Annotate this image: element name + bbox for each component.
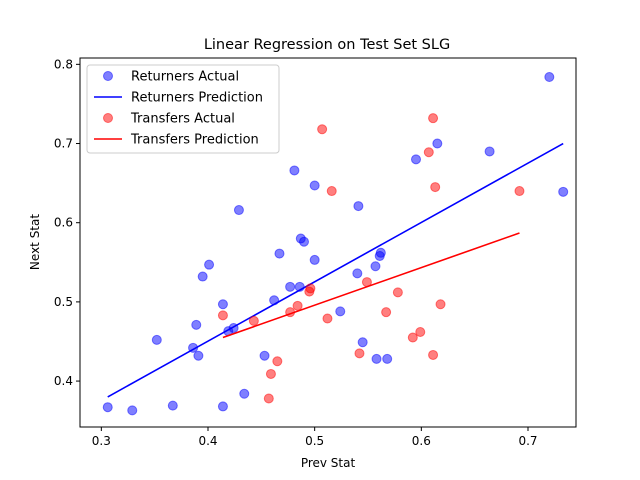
legend-label-transfers-actual: Transfers Actual	[130, 112, 235, 127]
returners-actual-point	[382, 353, 393, 364]
returners-actual-point	[274, 248, 285, 259]
returners-actual-point	[259, 350, 270, 361]
y-tick-label: 0.8	[54, 57, 73, 71]
legend-label-transfers-prediction: Transfers Prediction	[130, 133, 259, 148]
legend-label-returners-actual: Returners Actual	[131, 70, 239, 85]
returners-actual-point	[544, 72, 555, 83]
y-tick-label: 0.7	[54, 137, 73, 151]
transfers-actual-point	[430, 182, 441, 193]
transfers-actual-point	[354, 348, 365, 359]
transfers-actual-point	[317, 124, 328, 135]
transfers-actual-point	[322, 313, 333, 324]
transfers-prediction-line	[222, 232, 520, 339]
returners-actual-point	[167, 400, 178, 411]
returners-actual-point	[309, 180, 320, 191]
returners-actual-point	[217, 401, 228, 412]
transfers-actual-point	[248, 315, 259, 326]
transfers-actual-point	[381, 307, 392, 318]
returners-actual-point	[239, 388, 250, 399]
legend-marker-returners-actual	[103, 71, 113, 81]
returners-actual-point	[484, 146, 495, 157]
x-tick-label: 0.5	[305, 434, 324, 448]
transfers-actual-point	[415, 326, 426, 337]
returners-actual-point	[285, 281, 296, 292]
legend-label-returners-prediction: Returners Prediction	[131, 91, 263, 106]
transfers-actual-point	[407, 332, 418, 343]
transfers-actual-point	[392, 287, 403, 298]
transfers-actual-point	[263, 393, 274, 404]
returners-actual-point	[411, 154, 421, 165]
x-axis-label: Prev Stat	[301, 456, 356, 470]
returners-actual-point	[197, 271, 208, 282]
returners-actual-point	[353, 201, 364, 212]
x-tick-label: 0.4	[198, 434, 217, 448]
chart-title: Linear Regression on Test Set SLG	[204, 37, 450, 53]
y-axis-label: Next Stat	[28, 214, 42, 270]
returners-actual-point	[193, 350, 204, 361]
returners-actual-point	[432, 138, 443, 149]
transfers-actual-point	[326, 186, 337, 197]
returners-actual-point	[191, 319, 202, 330]
plot-frame	[79, 57, 577, 428]
transfers-actual-point	[514, 186, 525, 197]
legend: Returners Actual Returners Prediction Tran…	[86, 64, 280, 154]
x-tick-label: 0.6	[412, 434, 431, 448]
returners-actual-point	[233, 205, 244, 216]
returners-actual-point	[558, 186, 569, 197]
y-tick-label: 0.6	[54, 216, 73, 230]
transfers-actual-point	[435, 299, 446, 310]
returners-actual-point	[352, 268, 363, 279]
returners-actual-point	[127, 405, 138, 416]
x-tick-label: 0.7	[518, 434, 537, 448]
transfers-actual-point	[292, 300, 303, 311]
plot-area	[102, 72, 569, 416]
returners-actual-point	[357, 337, 368, 348]
returners-actual-point	[102, 402, 113, 413]
returners-actual-point	[371, 353, 382, 364]
returners-actual-point	[289, 165, 300, 176]
y-axis: 0.4 0.5 0.6 0.7 0.8	[54, 57, 80, 388]
transfers-actual-point	[305, 283, 316, 294]
transfers-actual-point	[272, 356, 283, 367]
returners-actual-point	[375, 247, 386, 258]
returners-actual-point	[335, 306, 346, 317]
returners-actual-point	[151, 334, 162, 345]
transfers-actual-point	[428, 113, 439, 124]
legend-marker-transfers-actual	[103, 113, 113, 123]
returners-actual-point	[370, 261, 381, 272]
y-tick-label: 0.5	[54, 295, 73, 309]
transfers-actual-point	[217, 310, 228, 321]
returners-actual-point	[309, 254, 320, 265]
returners-prediction-line	[107, 142, 564, 398]
transfers-actual-point	[428, 349, 439, 360]
y-tick-label: 0.4	[54, 374, 73, 388]
x-axis: 0.3 0.4 0.5 0.6 0.7	[92, 427, 538, 448]
returners-actual-point	[299, 236, 309, 247]
x-tick-label: 0.3	[92, 434, 111, 448]
transfers-actual-point	[423, 147, 434, 158]
returners-actual-point	[217, 299, 228, 310]
transfers-actual-point	[265, 368, 276, 379]
legend-box	[86, 64, 280, 154]
returners-actual-point	[204, 259, 215, 270]
